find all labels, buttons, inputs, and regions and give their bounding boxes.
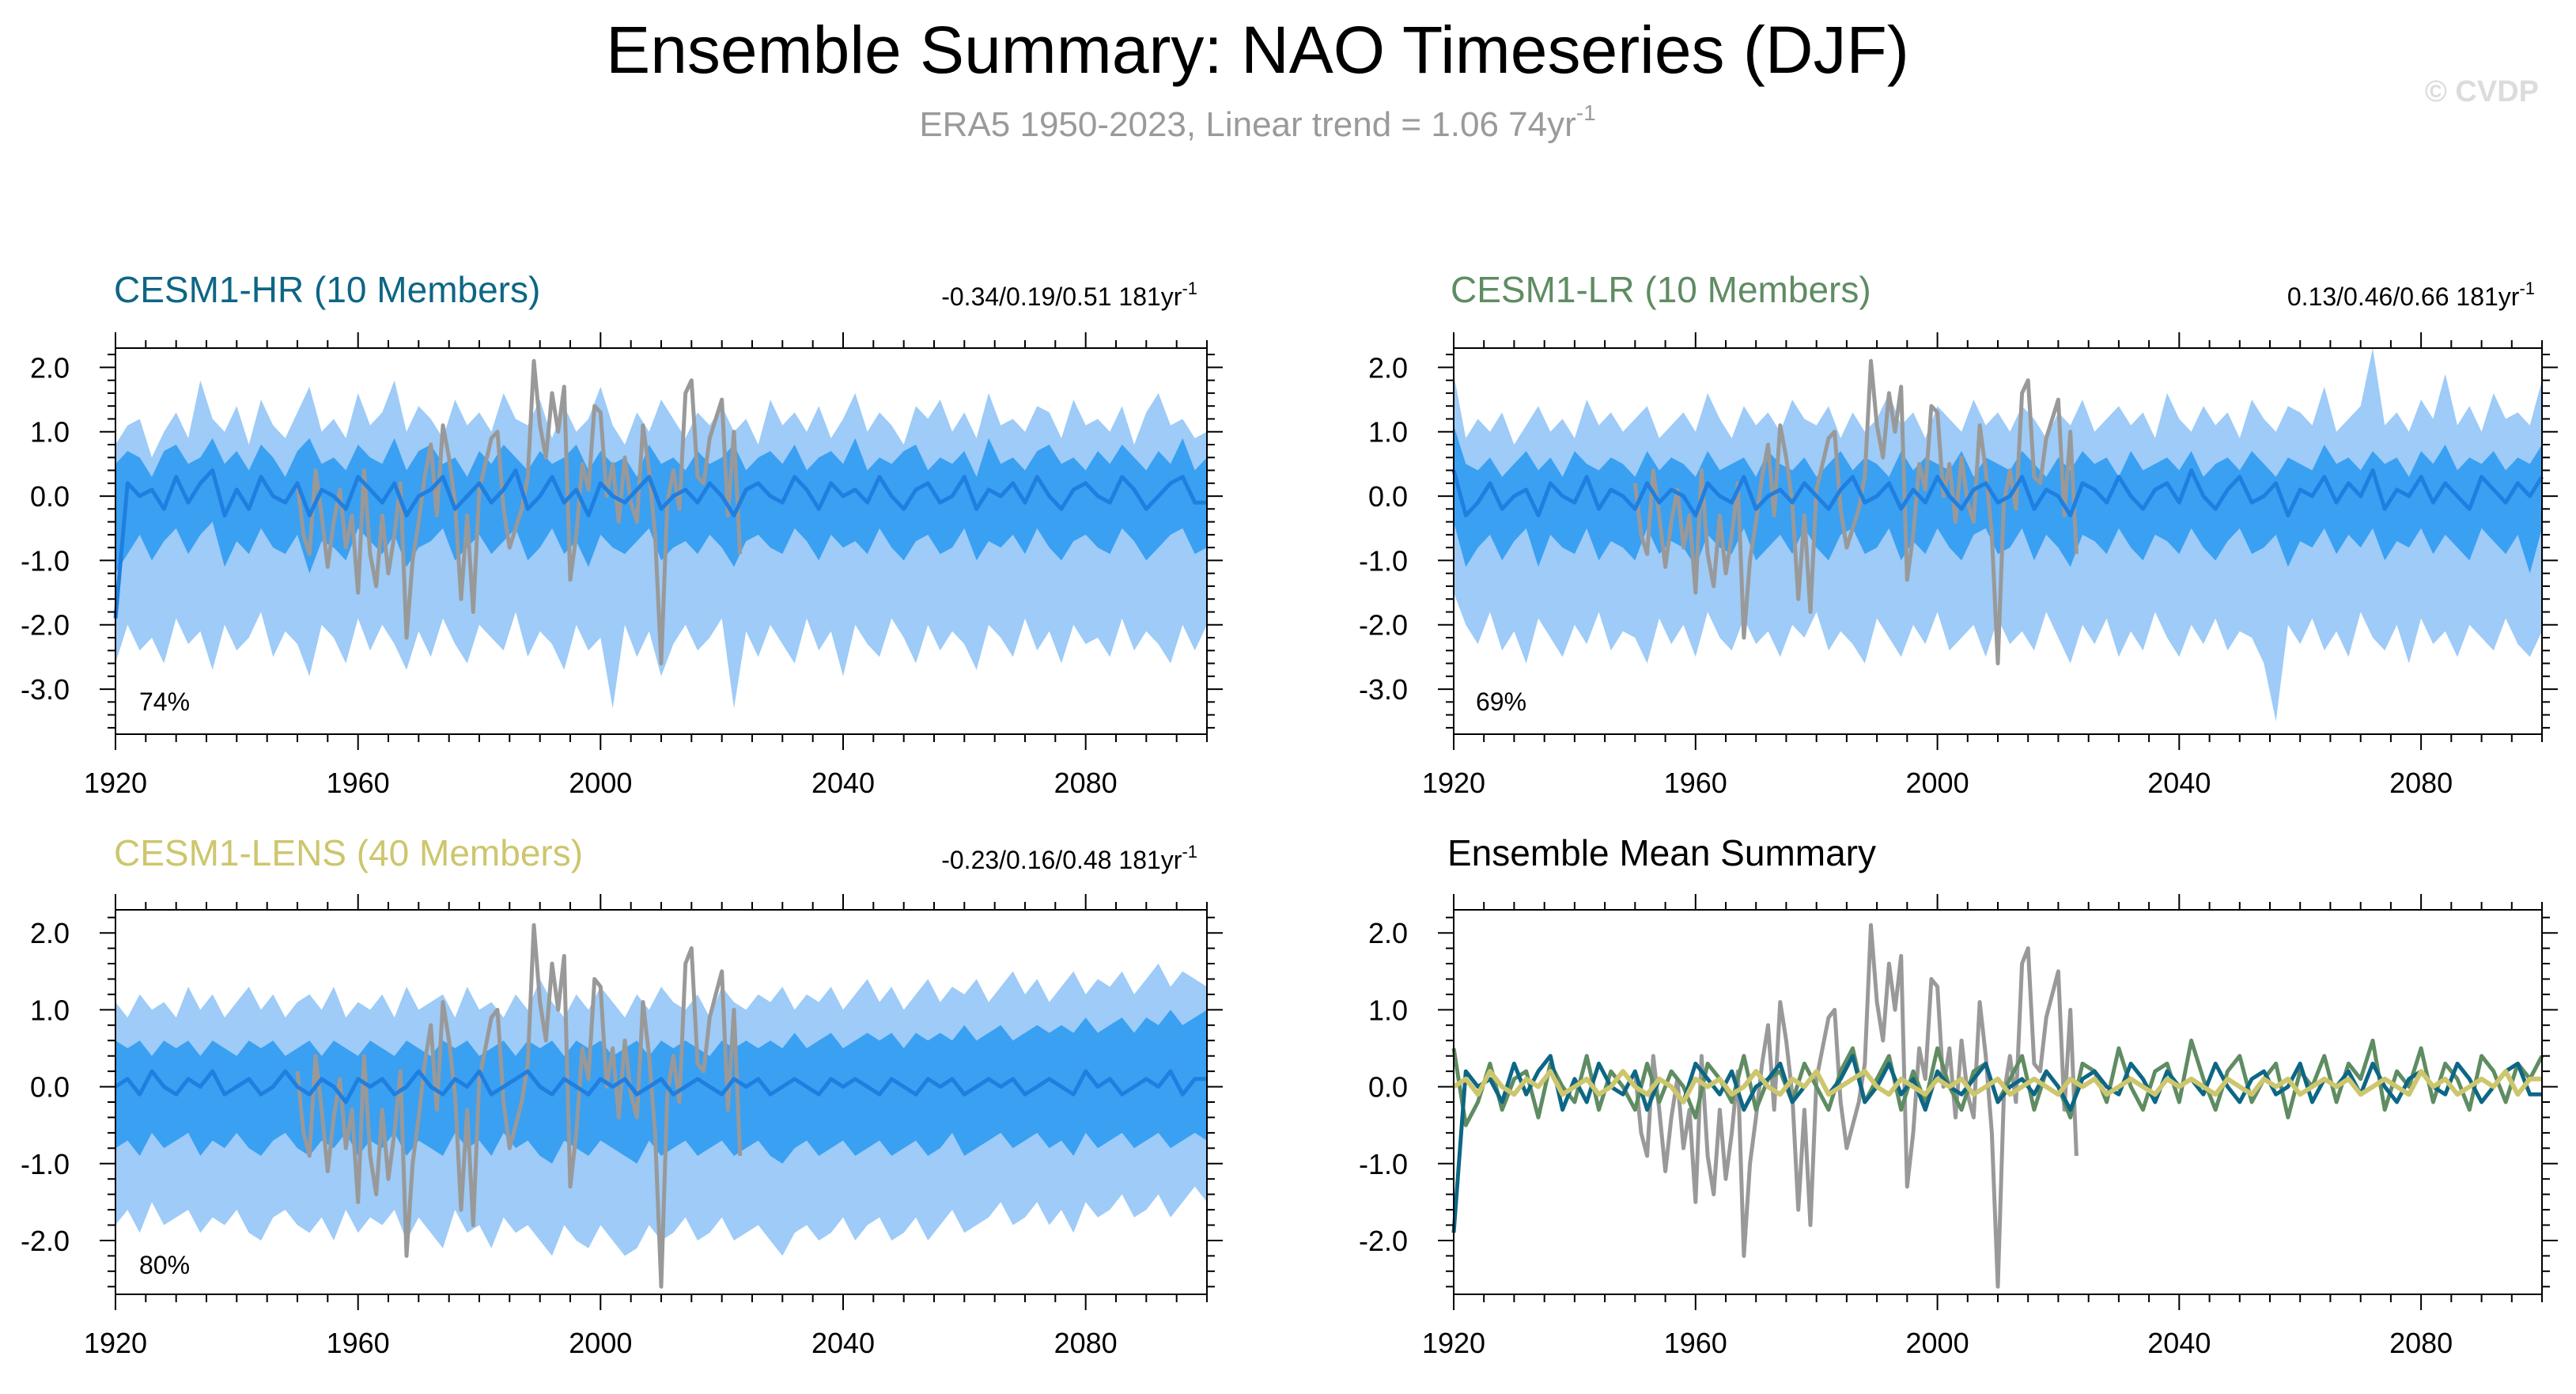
stats-text-cesm1-lens: -0.23/0.16/0.48 181yr xyxy=(941,846,1182,874)
stats-sup-cesm1-lr: -1 xyxy=(2519,278,2535,298)
stats-text-cesm1-lr: 0.13/0.46/0.66 181yr xyxy=(2287,282,2520,311)
y-tick-label-hr: 1.0 xyxy=(30,416,70,449)
panel-stats-cesm1-hr: -0.34/0.19/0.51 181yr-1 xyxy=(941,278,1197,311)
summary-line-era5 xyxy=(1632,922,2079,1289)
y-tick-label-hr: -3.0 xyxy=(21,673,70,706)
y-tick-label-summary: 2.0 xyxy=(1368,917,1408,949)
y-tick-label-lr: 1.0 xyxy=(1368,416,1408,449)
panel-cesm1-lr: CESM1-LR (10 Members) 0.13/0.46/0.66 181… xyxy=(1359,269,2558,799)
y-tick-label-lens: 2.0 xyxy=(30,917,70,949)
ensemble-mean-line-lr xyxy=(1451,468,2544,517)
panel-title-cesm1-hr: CESM1-HR (10 Members) xyxy=(114,269,540,310)
panel-ensemble-mean-summary: Ensemble Mean Summary 1920 1960 2000 2040 20… xyxy=(1359,832,2558,1359)
ensemble-mean-line-lens xyxy=(114,1069,1207,1104)
y-tick-label-summary: 1.0 xyxy=(1368,994,1408,1026)
y-tick-label-hr: -1.0 xyxy=(21,544,70,577)
ensemble-mean-line-hr xyxy=(113,468,1207,619)
panel-title-cesm1-lr: CESM1-LR (10 Members) xyxy=(1451,269,1871,310)
obs-line-lens xyxy=(295,922,743,1289)
x-tick-label-hr: 2080 xyxy=(1054,767,1118,799)
watermark: © CVDP xyxy=(2425,75,2539,108)
x-tick-label-hr: 1920 xyxy=(84,767,147,799)
x-tick-label-lens: 2040 xyxy=(811,1327,875,1359)
y-tick-label-lr: -1.0 xyxy=(1359,544,1408,577)
x-tick-label-lr: 2000 xyxy=(1906,767,1969,799)
y-tick-label-summary: 0.0 xyxy=(1368,1071,1408,1104)
subtitle-text: ERA5 1950-2023, Linear trend = 1.06 74yr xyxy=(919,105,1575,144)
x-tick-label-lr: 1960 xyxy=(1664,767,1727,799)
x-tick-label-lens: 1920 xyxy=(84,1327,147,1359)
x-tick-label-lr: 2080 xyxy=(2389,767,2453,799)
y-tick-label-lens: -1.0 xyxy=(21,1148,70,1180)
y-tick-label-lr: -2.0 xyxy=(1359,609,1408,642)
y-tick-label-summary: -1.0 xyxy=(1359,1148,1408,1180)
subtitle-superscript: -1 xyxy=(1576,100,1596,125)
x-tick-label-lr: 2040 xyxy=(2147,767,2211,799)
panel-cesm1-lens: CESM1-LENS (40 Members) -0.23/0.16/0.48 … xyxy=(21,832,1223,1359)
y-tick-label-summary: -2.0 xyxy=(1359,1225,1408,1257)
y-tick-label-lens: -2.0 xyxy=(21,1225,70,1257)
x-tick-label-lens: 2080 xyxy=(1054,1327,1118,1359)
x-tick-label-hr: 2040 xyxy=(811,767,875,799)
panel-cesm1-hr: CESM1-HR (10 Members) -0.34/0.19/0.51 18… xyxy=(21,269,1223,799)
panel-title-summary: Ensemble Mean Summary xyxy=(1447,832,1876,873)
x-tick-label-summary: 1920 xyxy=(1422,1327,1485,1359)
stats-text-cesm1-hr: -0.34/0.19/0.51 181yr xyxy=(941,282,1182,311)
percent-label-cesm1-lens: 80% xyxy=(139,1251,190,1279)
figure-subtitle: ERA5 1950-2023, Linear trend = 1.06 74yr… xyxy=(919,100,1595,144)
y-tick-label-lr: 0.0 xyxy=(1368,480,1408,513)
y-tick-label-hr: 2.0 xyxy=(30,351,70,384)
panel-stats-cesm1-lr: 0.13/0.46/0.66 181yr-1 xyxy=(2287,278,2535,311)
x-tick-label-summary: 2080 xyxy=(2389,1327,2453,1359)
stats-sup-cesm1-lens: -1 xyxy=(1182,842,1197,862)
x-tick-label-lr: 1920 xyxy=(1422,767,1485,799)
summary-line-cesm1-lens xyxy=(1452,1069,2542,1104)
y-tick-label-hr: -2.0 xyxy=(21,609,70,642)
y-tick-label-hr: 0.0 xyxy=(30,480,70,513)
range-band-inner-lens xyxy=(115,1010,1207,1164)
obs-line-hr xyxy=(295,358,743,665)
x-tick-label-summary: 2000 xyxy=(1906,1327,1969,1359)
plot-area-cesm1-lens: 1920 1960 2000 2040 2080 2.0 1.0 0.0 -1.0 -2.0 xyxy=(21,894,1223,1359)
plot-area-cesm1-hr: 1920 1960 2000 2040 2080 2.0 1.0 0.0 -1.0 -2.0 -3.… xyxy=(21,332,1223,799)
y-tick-label-lens: 1.0 xyxy=(30,994,70,1026)
x-tick-label-lens: 1960 xyxy=(327,1327,390,1359)
percent-label-cesm1-lr: 69% xyxy=(1476,688,1526,716)
percent-label-cesm1-hr: 74% xyxy=(139,688,190,716)
plot-area-summary: 1920 1960 2000 2040 2080 2.0 1.0 0.0 -1.0 -2.0 xyxy=(1359,894,2558,1359)
stats-sup-cesm1-hr: -1 xyxy=(1182,278,1197,298)
panel-title-cesm1-lens: CESM1-LENS (40 Members) xyxy=(114,832,583,873)
y-tick-label-lr: -3.0 xyxy=(1359,673,1408,706)
panel-stats-cesm1-lens: -0.23/0.16/0.48 181yr-1 xyxy=(941,842,1197,874)
x-tick-label-summary: 1960 xyxy=(1664,1327,1727,1359)
figure-title: Ensemble Summary: NAO Timeseries (DJF) xyxy=(606,13,1909,87)
x-tick-label-summary: 2040 xyxy=(2147,1327,2211,1359)
y-tick-label-lens: 0.0 xyxy=(30,1071,70,1104)
plot-area-cesm1-lr: 1920 1960 2000 2040 2080 2.0 1.0 0.0 -1.0 -2.0 -3.… xyxy=(1359,332,2558,799)
x-tick-label-hr: 2000 xyxy=(569,767,632,799)
y-tick-label-lr: 2.0 xyxy=(1368,351,1408,384)
obs-line-lr xyxy=(1632,358,2079,665)
x-tick-label-lens: 2000 xyxy=(569,1327,632,1359)
x-tick-label-hr: 1960 xyxy=(327,767,390,799)
